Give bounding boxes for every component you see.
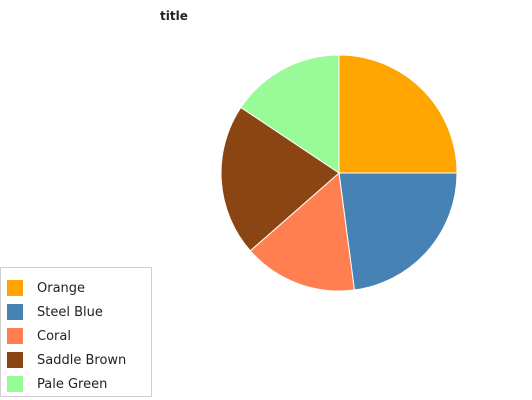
pie-slice-steel-blue [338, 172, 458, 291]
legend-label-saddle-brown: Saddle Brown [37, 352, 127, 368]
pie-slice-pale-green [240, 54, 340, 174]
pie-slices-group [220, 54, 458, 292]
legend-item-saddle-brown: Saddle Brown [7, 352, 126, 368]
legend-swatch-orange [7, 280, 23, 296]
pie-slice-coral [249, 172, 355, 292]
legend-item-orange: Orange [7, 280, 85, 296]
legend-label-orange: Orange [37, 280, 86, 296]
legend-swatch-pale-green [7, 376, 23, 392]
pie-slice-orange [338, 54, 458, 174]
legend-swatch-steel-blue [7, 304, 23, 320]
legend: Orange Steel Blue Coral Saddle Brown Pal… [0, 267, 152, 397]
chart-title: title [160, 9, 188, 23]
legend-swatch-coral [7, 328, 23, 344]
legend-item-coral: Coral [7, 328, 71, 344]
pie-slice-saddle-brown [220, 106, 340, 252]
legend-label-steel-blue: Steel Blue [37, 304, 103, 320]
legend-item-steel-blue: Steel Blue [7, 304, 103, 320]
legend-label-pale-green: Pale Green [37, 376, 108, 392]
legend-item-pale-green: Pale Green [7, 376, 107, 392]
legend-label-coral: Coral [37, 328, 71, 344]
legend-swatch-saddle-brown [7, 352, 23, 368]
